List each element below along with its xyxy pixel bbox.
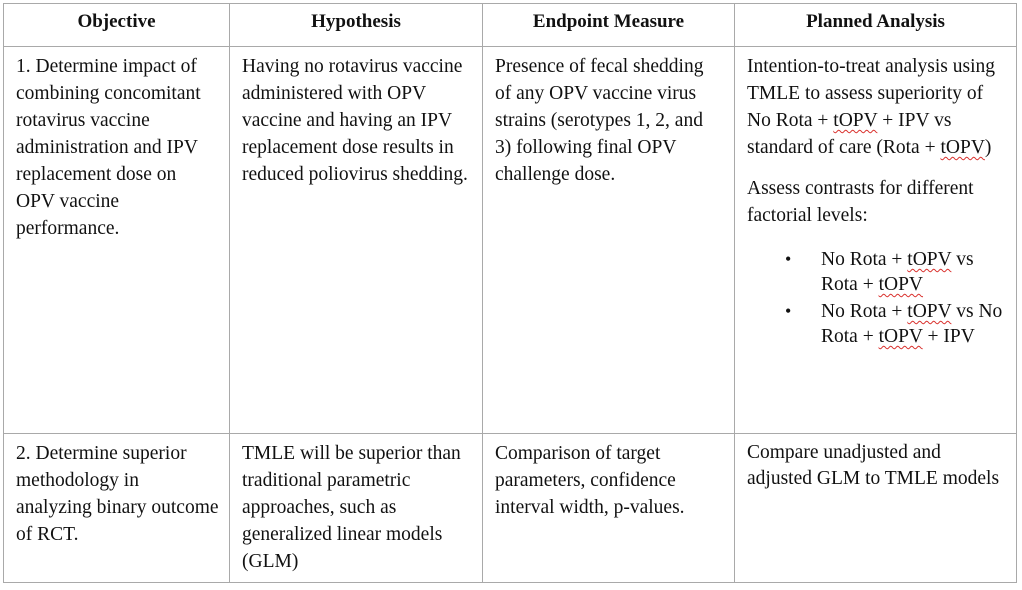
- spellcheck-word: tOPV: [940, 137, 985, 158]
- cell-planned-analysis: Intention-to-treat analysis using TMLE t…: [734, 46, 1017, 434]
- contrasts-list: • No Rota + tOPV vs Rota + tOPV • No Rota …: [747, 247, 1006, 349]
- spellcheck-word: tOPV: [833, 110, 878, 131]
- list-item: • No Rota + tOPV vs Rota + tOPV: [785, 249, 974, 295]
- hypothesis-text: Having no rotavirus vaccine administered…: [242, 56, 468, 185]
- planned-analysis-text: Compare unadjusted and adjusted GLM to T…: [747, 442, 1000, 489]
- header-planned-analysis: Planned Analysis: [734, 3, 1017, 47]
- cell-objective: 1. Determine impact of combining concomi…: [3, 46, 230, 434]
- spellcheck-word: tOPV: [878, 274, 924, 295]
- objectives-table: Objective Hypothesis Endpoint Measure Pl…: [3, 3, 1017, 583]
- analysis-paragraph: Intention-to-treat analysis using TMLE t…: [747, 56, 996, 158]
- header-objective: Objective: [3, 3, 230, 47]
- header-hypothesis: Hypothesis: [229, 3, 483, 47]
- spellcheck-word: tOPV: [907, 249, 952, 270]
- objective-text: 2. Determine superior methodology in ana…: [16, 443, 219, 545]
- objective-text: 1. Determine impact of combining concomi…: [16, 56, 201, 239]
- endpoint-text: Comparison of target parameters, confide…: [495, 443, 685, 518]
- cell-planned-analysis: Compare unadjusted and adjusted GLM to T…: [734, 433, 1017, 583]
- contrasts-intro: Assess contrasts for different factorial…: [747, 178, 974, 226]
- spellcheck-word: tOPV: [878, 326, 923, 347]
- spellcheck-word: tOPV: [907, 301, 952, 322]
- cell-objective: 2. Determine superior methodology in ana…: [3, 433, 230, 583]
- header-row: Objective Hypothesis Endpoint Measure Pl…: [3, 3, 1017, 47]
- cell-hypothesis: TMLE will be superior than traditional p…: [229, 433, 483, 583]
- hypothesis-text: TMLE will be superior than traditional p…: [242, 443, 461, 572]
- cell-endpoint: Comparison of target parameters, confide…: [482, 433, 735, 583]
- cell-endpoint: Presence of fecal shedding of any OPV va…: [482, 46, 735, 434]
- endpoint-text: Presence of fecal shedding of any OPV va…: [495, 56, 704, 185]
- cell-hypothesis: Having no rotavirus vaccine administered…: [229, 46, 483, 434]
- bullet-icon: •: [785, 301, 792, 321]
- list-item: • No Rota + tOPV vs No Rota + tOPV + IPV: [785, 301, 1003, 347]
- header-endpoint-measure: Endpoint Measure: [482, 3, 735, 47]
- table-row: 1. Determine impact of combining concomi…: [3, 46, 1017, 434]
- table-row: 2. Determine superior methodology in ana…: [3, 433, 1017, 583]
- planned-analysis-content: Intention-to-treat analysis using TMLE t…: [735, 47, 1016, 349]
- bullet-icon: •: [785, 249, 792, 269]
